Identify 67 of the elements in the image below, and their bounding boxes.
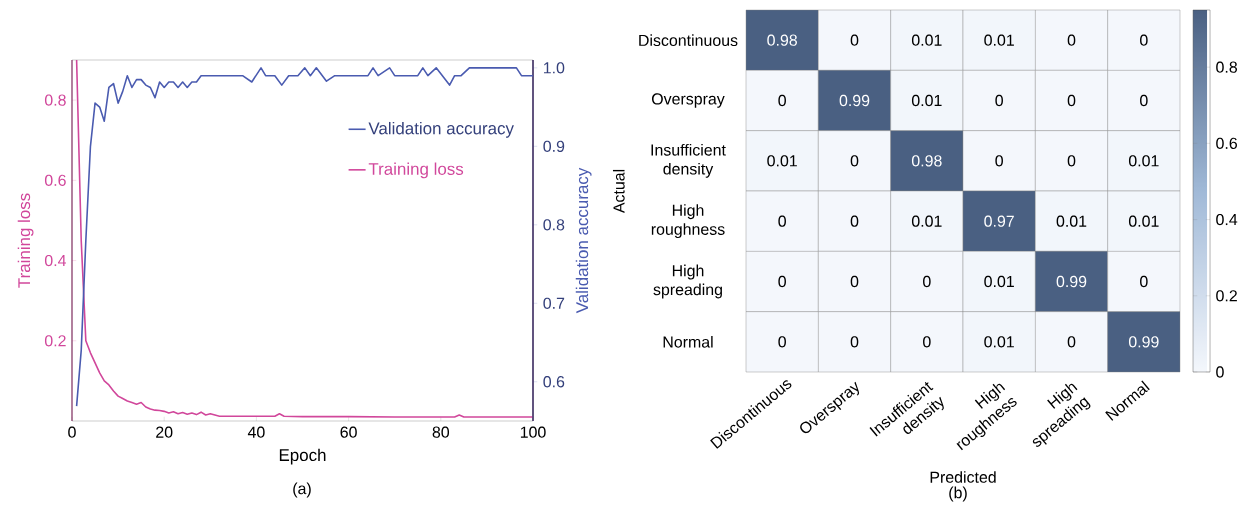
x-tick-label: 80 xyxy=(432,426,450,438)
y-tick-label: Overspray xyxy=(651,93,725,108)
data-label: 0 xyxy=(1067,336,1076,348)
y-axis-title: Actual xyxy=(612,169,625,214)
data-label: 0 xyxy=(778,275,786,288)
data-label: 0 xyxy=(1140,34,1148,46)
data-label: 0.01 xyxy=(984,275,1014,288)
data-label: 0 xyxy=(1140,94,1148,107)
data-label: 0 xyxy=(850,336,859,348)
data-label: 0 xyxy=(778,336,786,348)
x-tick-label: 40 xyxy=(247,426,265,438)
data-label: 0.98 xyxy=(767,34,797,46)
data-label: 0.01 xyxy=(1128,155,1159,167)
color-bar-label: 0 xyxy=(1216,366,1224,378)
y-tick-label: 0.4 xyxy=(44,254,67,267)
color-bar-label: 0.2 xyxy=(1216,290,1237,302)
legend-label: Training loss xyxy=(368,162,464,179)
data-label: 0.98 xyxy=(911,155,942,167)
color-bar-label: 0.8 xyxy=(1216,61,1238,73)
x-axis-title: Epoch xyxy=(279,448,326,465)
y2-tick-label: 0.8 xyxy=(543,219,565,231)
data-label: 0 xyxy=(850,34,859,46)
data-label: 0 xyxy=(923,275,931,288)
data-label: 0.01 xyxy=(911,215,942,227)
data-label: 0.99 xyxy=(839,94,870,107)
data-label: 0 xyxy=(1067,155,1076,167)
y-tick-label: High spreading xyxy=(653,264,722,299)
data-label: 0 xyxy=(850,155,859,167)
data-label: 0 xyxy=(1067,94,1076,107)
y2-tick-label: 0.6 xyxy=(543,376,565,388)
y2-tick-label: 0.9 xyxy=(543,140,565,152)
x-tick-label: 60 xyxy=(340,426,357,438)
data-label: 0.99 xyxy=(1128,336,1159,348)
y2-axis-title: Validation accuracy xyxy=(575,167,592,314)
data-label: 0 xyxy=(850,275,859,288)
data-label: 0.99 xyxy=(1056,275,1087,288)
data-label: 0 xyxy=(1067,34,1076,46)
text: (b) xyxy=(949,486,967,502)
data-label: 0 xyxy=(995,155,1003,167)
y-tick-label: High roughness xyxy=(651,204,725,239)
color-bar-label: 0.4 xyxy=(1216,213,1238,226)
y2-tick-label: 0.7 xyxy=(543,297,565,309)
data-label: 0 xyxy=(1140,275,1148,288)
y-axis-title: Training loss xyxy=(17,193,34,288)
x-tick-label: 100 xyxy=(520,426,546,438)
data-label: 0.01 xyxy=(911,34,942,46)
color-bar-label: 0.6 xyxy=(1216,137,1237,150)
x-axis-title: Predicted xyxy=(930,471,996,483)
legend-label: Validation accuracy xyxy=(368,121,514,138)
text: (a) xyxy=(293,482,311,498)
y-tick-label: Normal xyxy=(663,335,713,348)
y-tick-label: 0.2 xyxy=(44,335,66,347)
y-tick-label: Discontinuous xyxy=(639,34,738,47)
data-label: 0.01 xyxy=(767,155,797,167)
x-tick-label: 20 xyxy=(156,426,173,438)
data-label: 0 xyxy=(850,215,859,227)
data-label: 0.01 xyxy=(911,94,942,107)
data-label: 0 xyxy=(778,94,786,107)
y-tick-label: 0.8 xyxy=(44,94,66,106)
y-tick-label: 0.6 xyxy=(44,174,66,186)
y2-tick-label: 1.0 xyxy=(543,62,565,74)
data-label: 0 xyxy=(995,94,1003,107)
data-label: 0.01 xyxy=(1056,215,1087,227)
data-label: 0.97 xyxy=(984,215,1014,227)
y-tick-label: Insufficient density xyxy=(651,143,726,178)
x-tick-label: 0 xyxy=(68,426,76,438)
data-label: 0 xyxy=(923,336,931,348)
